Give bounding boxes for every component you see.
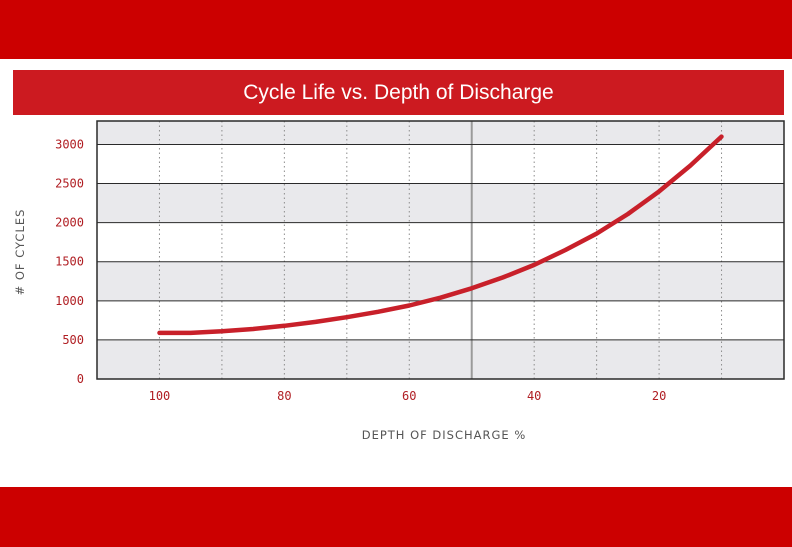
y-axis-label: # OF CYCLES [13,209,27,296]
plot-stripe [97,183,784,223]
cycle-life-curve [157,134,724,336]
x-tick-label: 20 [652,389,666,403]
plot-frame [96,120,785,380]
y-tick-label: 2000 [55,216,84,230]
x-tick-label: 60 [402,389,416,403]
x-tick-label: 40 [527,389,541,403]
plot-stripe [97,339,784,379]
y-tick-label: 1000 [55,294,84,308]
y-tick-label: 0 [77,372,84,386]
y-tick-label: 500 [62,333,84,347]
plot-background [97,121,784,379]
x-axis-label: DEPTH OF DISCHARGE % [362,428,527,442]
x-tick-label: 100 [149,389,171,403]
bottom-banner [0,487,792,547]
top-banner [0,0,792,59]
x-tick-label: 80 [277,389,291,403]
plot-stripe [97,261,784,301]
y-tick-label: 3000 [55,137,84,151]
plot-stripe [97,121,784,145]
y-tick-label: 2500 [55,177,84,191]
y-tick-label: 1500 [55,255,84,269]
chart-title: Cycle Life vs. Depth of Discharge [13,70,784,115]
